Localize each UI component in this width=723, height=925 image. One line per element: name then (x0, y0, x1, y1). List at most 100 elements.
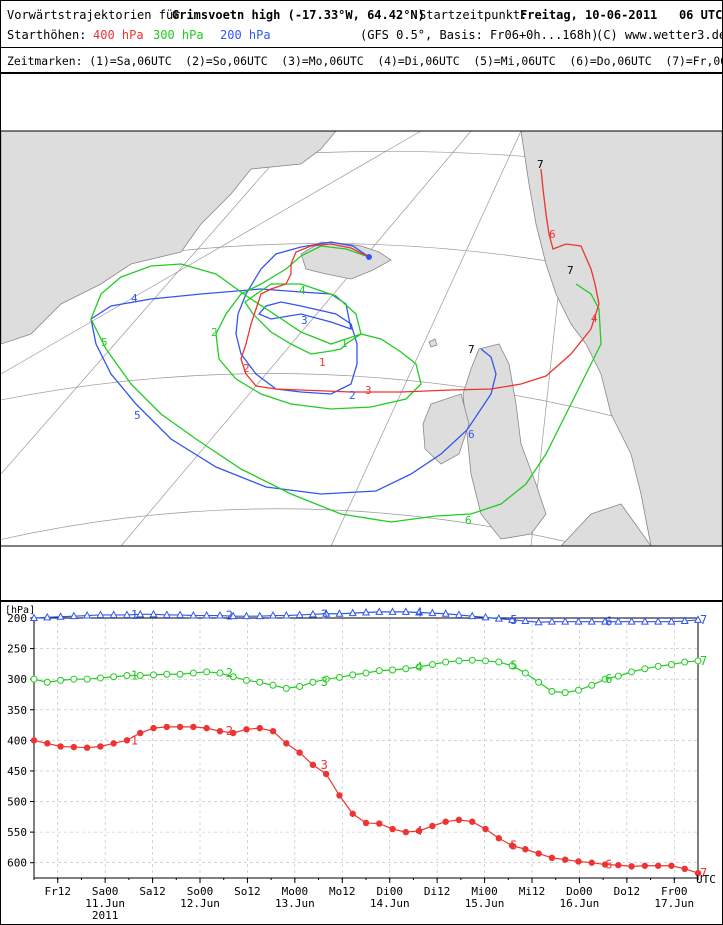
data-point (547, 617, 556, 625)
data-point (162, 610, 171, 618)
data-point (601, 617, 610, 625)
data-point (521, 616, 530, 625)
data-point (588, 859, 595, 866)
trajectories (90, 168, 602, 523)
map-marker-6: 6 (549, 228, 556, 241)
data-point (495, 658, 503, 666)
data-point (322, 770, 330, 778)
data-point (508, 662, 516, 670)
land-continent (560, 503, 652, 546)
x-tick-label: So00 (187, 885, 214, 898)
data-point (57, 743, 64, 750)
series-400-hPa: 1 2 3 4 5 6 7 (30, 723, 707, 880)
data-point (402, 665, 410, 673)
time-marker-label: 2 (226, 724, 233, 738)
trajectory-map-panel: 1 2 3 4 6 7 1 2 4 5 6 7 2 3 4 5 6 7 (0, 73, 723, 601)
land-greenland (1, 131, 337, 345)
data-point (562, 856, 569, 863)
data-point (203, 724, 210, 732)
data-point (588, 681, 596, 689)
y-tick-label: 300 (7, 673, 27, 686)
data-point (43, 678, 51, 686)
data-point (362, 819, 370, 827)
data-point (189, 610, 198, 619)
heights-label: Starthöhen: (7, 28, 87, 42)
data-point (587, 617, 596, 625)
data-point (415, 827, 423, 835)
data-point (455, 657, 463, 665)
data-point (375, 607, 384, 615)
data-point (628, 668, 636, 676)
data-point (561, 617, 570, 625)
land-scandinavia (520, 131, 722, 546)
x-tick-label: Di00 (376, 885, 403, 898)
data-point (693, 615, 703, 623)
map-marker-200-6: 6 (468, 428, 475, 441)
x-tick-label: Sa00 (92, 885, 119, 898)
x-date-label: 16.Jun (560, 897, 600, 910)
y-axis: 200 250 300 350 400 450 500 550 600 (7, 612, 34, 870)
data-point (176, 723, 184, 731)
time-marker-label: 2 (226, 609, 233, 623)
data-point (667, 617, 676, 625)
data-point (508, 615, 517, 623)
x-date-label: 13.Jun (275, 897, 315, 910)
pressure-chart: [hPa] 200 250 300 350 400 450 500 550 600 Fr12 Sa… (5, 605, 716, 922)
data-point (149, 609, 158, 618)
x-date-label: 11.Jun (85, 897, 125, 910)
x-tick-label: Fr12 (44, 885, 71, 898)
data-point (548, 854, 556, 862)
data-point (123, 672, 131, 680)
data-point (401, 607, 410, 615)
data-point (376, 820, 383, 827)
x-date-label: 15.Jun (465, 897, 505, 910)
legend-200: 200 hPa (220, 28, 271, 42)
data-point (389, 666, 397, 674)
data-point (295, 610, 304, 618)
data-point (442, 818, 449, 825)
time-marker-label: 5 (510, 613, 517, 627)
data-point (109, 610, 118, 618)
data-point (70, 743, 78, 751)
header-divider (1, 47, 722, 48)
data-point (428, 608, 437, 617)
data-point (282, 684, 290, 692)
year-label: 2011 (92, 909, 119, 922)
data-point (362, 669, 370, 677)
data-point (190, 723, 197, 731)
data-point (283, 740, 290, 747)
x-date-label: 12.Jun (180, 897, 220, 910)
y-tick-label: 500 (7, 796, 27, 809)
data-point (494, 614, 503, 622)
data-point (508, 842, 516, 849)
data-point (110, 740, 117, 747)
data-point (534, 617, 543, 626)
data-point (454, 610, 463, 618)
data-point (229, 611, 238, 620)
data-point (495, 835, 502, 842)
trajectory-map: 1 2 3 4 6 7 1 2 4 5 6 7 2 3 4 5 6 7 (1, 130, 722, 547)
data-point (455, 816, 463, 824)
map-marker-300-6: 6 (465, 514, 472, 527)
data-point (137, 729, 144, 737)
data-point (441, 609, 450, 617)
data-point (30, 675, 38, 683)
data-point (57, 676, 65, 684)
trajectory-400 (240, 168, 600, 393)
data-point (30, 737, 38, 744)
data-point (349, 671, 357, 679)
series: 1 2 3 4 5 6 7 1 2 3 4 5 6 7 1 2 3 4 5 6 7 (29, 605, 707, 880)
data-point (97, 743, 104, 750)
data-point (681, 865, 688, 873)
time-marker-label: 6 (605, 858, 612, 872)
time-marker-label: 5 (510, 839, 517, 853)
data-point (348, 608, 357, 617)
data-point (256, 724, 263, 732)
data-point (481, 612, 490, 621)
data-point (668, 862, 675, 869)
data-point (282, 610, 291, 619)
data-point (548, 687, 556, 695)
data-point (163, 670, 171, 678)
data-point (654, 662, 662, 670)
